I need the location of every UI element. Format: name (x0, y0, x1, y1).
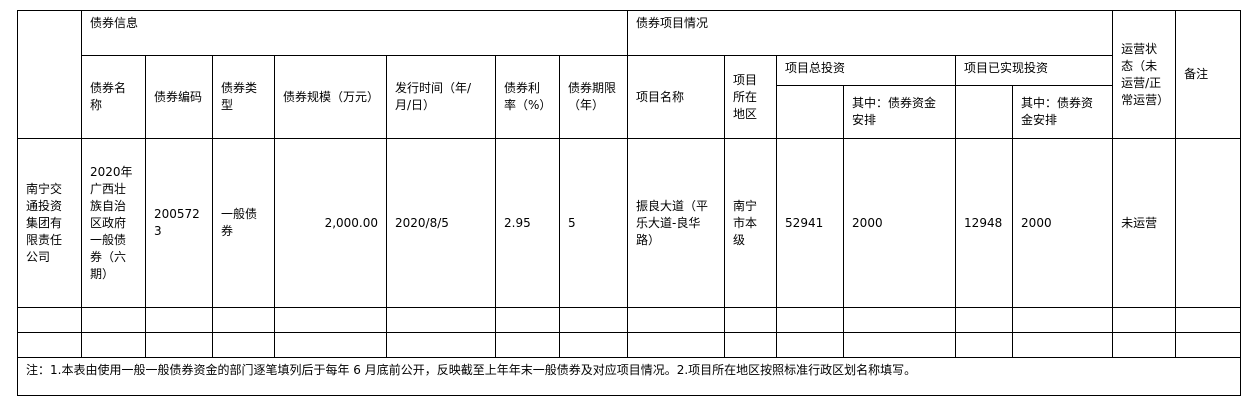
realized-bond-part-header: 其中：债券资金安排 (1012, 85, 1114, 139)
realized-investment-amount-header (955, 85, 1014, 139)
unit-cell: 南宁交通投资集团有限责任公司 (17, 138, 82, 308)
bond-name-cell: 2020年广西壮族自治区政府一般债券（六期） (81, 138, 146, 308)
project-region-cell: 南宁市本级 (724, 138, 778, 308)
bond-term-cell: 5 (558, 138, 629, 308)
project-name-header: 项目名称 (627, 55, 726, 139)
status-header: 运营状态（未运营/正常运营） (1112, 10, 1177, 139)
realized-investment-cell: 12948 (955, 138, 1014, 308)
project-info-group-header: 债券项目情况 (627, 10, 1114, 56)
empty-row (17, 307, 1242, 333)
total-investment-cell: 52941 (776, 138, 845, 308)
total-bond-part-cell: 2000 (843, 138, 957, 308)
bond-type-header: 债券类型 (212, 55, 275, 139)
total-investment-header: 项目总投资 (776, 55, 957, 86)
project-region-header: 项目所在地区 (724, 55, 778, 139)
bond-scale-header: 债券规模（万元） (274, 55, 387, 139)
bond-info-table: 债券信息 债券项目情况 运营状态（未运营/正常运营） 备注 债券名称 债券编码 … (16, 10, 1242, 396)
remark-header: 备注 (1175, 10, 1242, 139)
realized-investment-header: 项目已实现投资 (955, 55, 1114, 86)
bond-scale-cell: 2,000.00 (274, 138, 387, 308)
table-row: 南宁交通投资集团有限责任公司 2020年广西壮族自治区政府一般债券（六期） 20… (17, 138, 1242, 308)
project-name-cell: 振良大道（平乐大道-良华路） (627, 138, 726, 308)
status-cell: 未运营 (1112, 138, 1177, 308)
empty-row (17, 332, 1242, 358)
bond-code-cell: 2005723 (145, 138, 213, 308)
bond-info-group-header: 债券信息 (80, 10, 629, 56)
table-note: 注：1.本表由使用一般一般债券资金的部门逐笔填列后于每年 6 月底前公开，反映截… (16, 357, 1242, 396)
bond-name-header: 债券名称 (81, 55, 146, 139)
bond-term-header: 债券期限（年） (558, 55, 629, 139)
issue-date-header: 发行时间（年/月/日） (386, 55, 496, 139)
bond-rate-header: 债券利率（%） (495, 55, 560, 139)
total-bond-part-header: 其中：债券资金安排 (843, 85, 957, 139)
total-investment-amount-header (776, 85, 845, 139)
bond-code-header: 债券编码 (145, 55, 213, 139)
issue-date-cell: 2020/8/5 (386, 138, 496, 308)
bond-rate-cell: 2.95 (495, 138, 560, 308)
bond-type-cell: 一般债券 (212, 138, 275, 308)
realized-bond-part-cell: 2000 (1012, 138, 1114, 308)
unit-header-cell (17, 10, 82, 139)
remark-cell (1175, 138, 1242, 308)
